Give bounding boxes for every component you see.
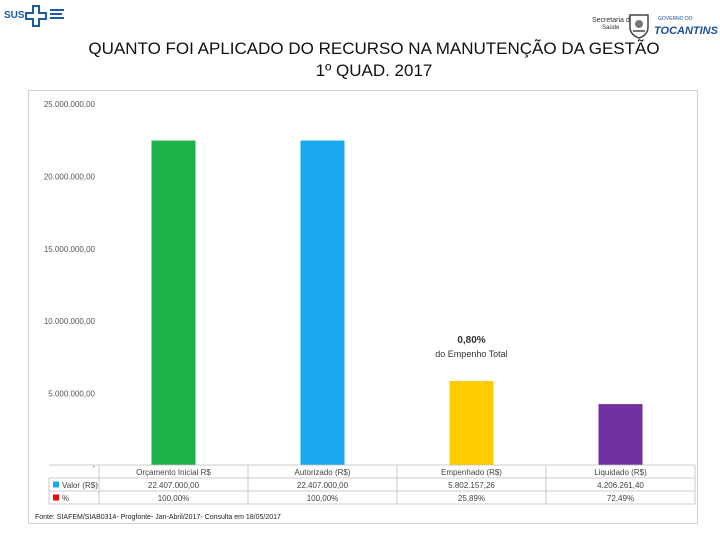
y-tick-label: 20.000.000,00 [44,172,96,181]
logo-governo-text: GOVERNO DO [658,16,693,22]
annotation-value: 0,80% [457,335,485,346]
x-tick-label: Autorizado (R$) [294,468,350,477]
data-label: 4.206.261,40 [597,481,644,490]
bar-chart: - 5.000.000,00 10.000.000,00 15.000.000,00 2… [35,100,696,521]
sus-logo: SUS [4,2,68,36]
data-label: 22.407.000,00 [297,481,349,490]
chart-container: - 5.000.000,00 10.000.000,00 15.000.000,00 2… [28,90,698,524]
y-tick-label: 25.000.000,00 [44,100,96,109]
state-seal-icon [629,14,649,39]
legend-swatch [53,481,59,488]
data-label: 25,89% [458,494,485,503]
health-cross-icon [25,5,47,27]
table-row-label: Valor (R$) [62,481,98,490]
data-label: 22.407.000,00 [148,481,200,490]
logo-secretaria-text: Secretaria da [592,17,634,24]
bar [598,404,643,465]
chart-title-line-2: 1º QUAD. 2017 [315,61,433,80]
y-tick-label: 5.000.000,00 [48,390,95,399]
chart-title: QUANTO FOI APLICADO DO RECURSO NA MANUTE… [0,38,720,82]
data-label: 72,49% [607,494,634,503]
sus-logo-subtext [50,6,68,24]
source-note: Fonte: SIAFEM/SIAB0314- Progfonte- Jan-A… [35,514,281,521]
table-row-label: % [62,494,69,503]
y-tick-label: 10.000.000,00 [44,317,96,326]
annotation-text: do Empenho Total [435,349,507,359]
logo-saude-text: Saúde [602,25,620,31]
x-tick-label: Orçamento Inicial R$ [136,468,211,477]
logo-state-text: TOCANTINS [654,25,718,37]
government-logo: Secretaria da Saúde GOVERNO DO TOCANTINS [588,10,718,44]
data-label: 100,00% [307,494,339,503]
bar [151,140,196,465]
x-tick-label: Liquidado (R$) [594,468,647,477]
y-tick-label: - [92,462,95,471]
chart-title-line-1: QUANTO FOI APLICADO DO RECURSO NA MANUTE… [88,39,660,58]
bar [300,140,345,465]
data-label: 5.802.157,26 [448,481,495,490]
legend-swatch [53,494,59,501]
bar [449,380,494,465]
x-tick-label: Empenhado (R$) [441,468,502,477]
y-tick-label: 15.000.000,00 [44,245,96,254]
sus-logo-text: SUS [4,10,25,21]
data-label: 100,00% [158,494,190,503]
